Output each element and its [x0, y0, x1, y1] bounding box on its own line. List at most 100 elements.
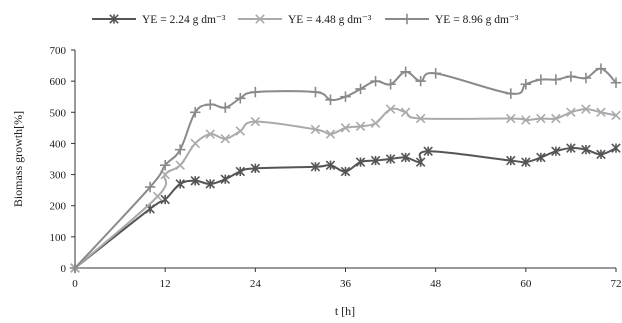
- data-point: [596, 107, 606, 118]
- y-tick-label: 100: [50, 232, 67, 244]
- y-tick-label: 700: [50, 45, 67, 57]
- series-line: [74, 147, 617, 269]
- data-point: [152, 191, 163, 202]
- data-point: [423, 146, 433, 156]
- legend-marker: [109, 14, 119, 24]
- x-tick-label: 36: [340, 278, 352, 290]
- data-point: [205, 179, 216, 189]
- data-point: [400, 107, 411, 118]
- series-line: [74, 107, 617, 269]
- data-point: [415, 75, 426, 87]
- data-point: [550, 74, 562, 85]
- data-point: [385, 154, 396, 164]
- series-3: [69, 63, 622, 274]
- data-point: [355, 83, 366, 95]
- data-point: [235, 93, 246, 104]
- data-point: [415, 157, 426, 167]
- x-tick-label: 60: [520, 278, 532, 290]
- data-point: [580, 72, 592, 84]
- series-1: [70, 143, 621, 273]
- data-point: [355, 157, 366, 167]
- data-point: [190, 176, 200, 186]
- data-point: [355, 121, 366, 132]
- data-point: [235, 126, 246, 136]
- data-point: [370, 75, 381, 87]
- data-point: [520, 79, 532, 90]
- data-point: [220, 102, 231, 113]
- data-point: [220, 174, 231, 185]
- data-point: [536, 113, 546, 124]
- legend-label: YE = 2.24 g dm⁻³: [142, 14, 226, 26]
- data-point: [310, 162, 321, 172]
- x-axis-label: t [h]: [335, 304, 355, 318]
- data-point: [340, 123, 351, 133]
- y-tick-label: 0: [61, 263, 67, 275]
- data-point: [190, 138, 200, 149]
- data-point: [385, 79, 396, 90]
- data-point: [69, 262, 81, 274]
- data-point: [400, 66, 411, 78]
- legend-label: YE = 8.96 g dm⁻³: [435, 14, 519, 26]
- data-point: [505, 88, 517, 99]
- data-point: [189, 107, 201, 118]
- data-point: [340, 91, 351, 102]
- x-tick-label: 24: [250, 278, 262, 290]
- y-tick-label: 400: [50, 138, 67, 150]
- y-ticks: 0 100 200 300 400 500 600 700: [50, 45, 75, 275]
- data-point: [310, 86, 321, 98]
- data-point: [610, 77, 622, 88]
- data-point: [521, 115, 531, 125]
- series-layer: [69, 63, 622, 274]
- data-point: [400, 152, 411, 163]
- data-point: [159, 159, 171, 171]
- legend-item: YE = 4.48 g dm⁻³: [238, 14, 372, 26]
- data-point: [551, 113, 561, 124]
- data-point: [174, 144, 186, 155]
- data-point: [175, 179, 185, 189]
- data-point: [536, 152, 546, 163]
- legend-marker: [401, 13, 413, 25]
- legend: YE = 2.24 g dm⁻³ YE = 4.48 g dm⁻³ YE = 8.9…: [92, 13, 519, 26]
- legend-item: YE = 2.24 g dm⁻³: [92, 14, 226, 26]
- data-point: [310, 124, 321, 135]
- data-point: [596, 149, 606, 160]
- x-tick-label: 0: [72, 278, 78, 290]
- data-point: [581, 144, 591, 155]
- data-point: [385, 104, 396, 114]
- data-point: [144, 181, 156, 193]
- y-tick-label: 500: [50, 107, 67, 119]
- y-tick-label: 600: [50, 76, 67, 88]
- data-point: [160, 194, 170, 205]
- data-point: [325, 129, 336, 139]
- x-ticks: 0 12 24 36 48 60 72: [72, 268, 622, 290]
- data-point: [325, 160, 336, 170]
- data-point: [565, 71, 577, 82]
- data-point: [370, 118, 381, 128]
- data-point: [235, 166, 246, 177]
- data-point: [220, 133, 231, 144]
- data-point: [175, 160, 185, 170]
- data-point: [506, 155, 516, 166]
- y-axis-label: Biomass growth[%]: [11, 111, 25, 207]
- x-tick-label: 72: [611, 278, 622, 290]
- legend-item: YE = 8.96 g dm⁻³: [385, 13, 519, 26]
- data-point: [250, 86, 261, 98]
- data-point: [566, 143, 576, 153]
- data-point: [430, 68, 441, 79]
- data-point: [611, 110, 621, 121]
- data-point: [506, 113, 516, 124]
- legend-label: YE = 4.48 g dm⁻³: [288, 14, 372, 26]
- x-tick-label: 12: [160, 278, 171, 290]
- data-point: [370, 155, 381, 166]
- data-point: [566, 107, 576, 118]
- series-2: [70, 104, 621, 273]
- data-point: [325, 94, 336, 106]
- data-point: [581, 104, 591, 114]
- legend-marker: [255, 14, 265, 24]
- data-point: [521, 157, 531, 167]
- data-point: [205, 99, 216, 110]
- data-point: [535, 74, 547, 85]
- data-point: [595, 63, 607, 74]
- data-point: [250, 116, 261, 127]
- data-point: [551, 146, 561, 156]
